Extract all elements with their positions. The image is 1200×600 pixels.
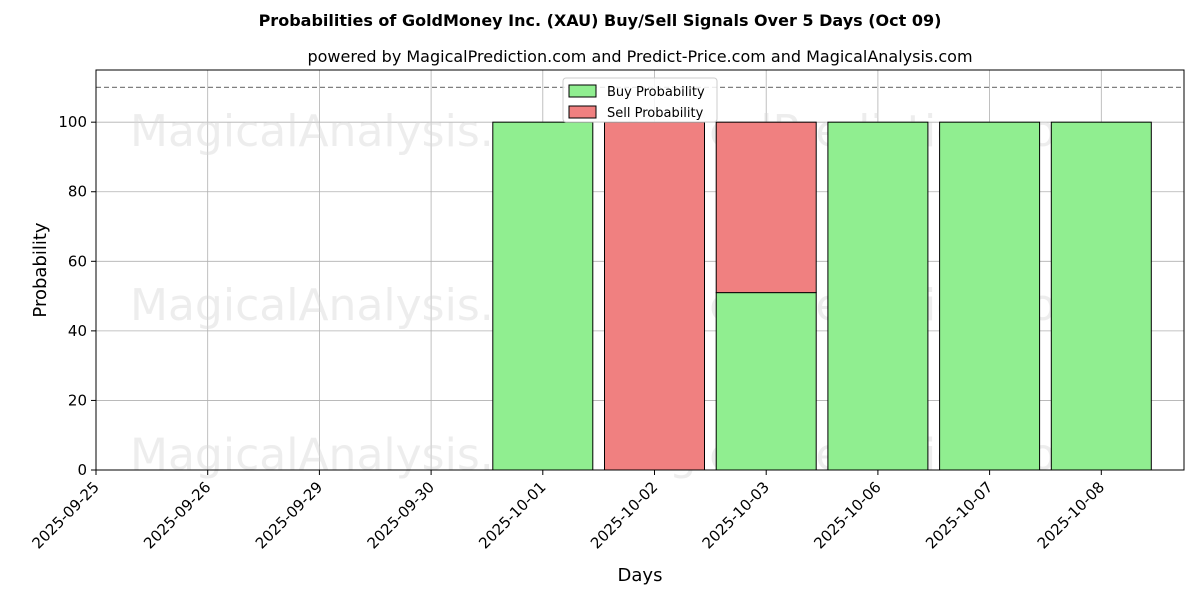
bar-buy-2025-10-06 (827, 121, 929, 471)
y-axis-label: Probability (30, 222, 51, 317)
y-tick-label: 40 (68, 322, 87, 340)
y-tick-label: 60 (68, 252, 87, 270)
y-tick-label: 80 (68, 183, 87, 201)
x-tick-label: 2025-10-03 (699, 478, 773, 552)
bars (492, 121, 1152, 471)
x-tick-label: 2025-09-30 (364, 478, 438, 552)
legend-box (562, 77, 718, 123)
bar-buy-2025-10-07 (939, 121, 1041, 471)
x-tick-label: 2025-10-02 (587, 478, 661, 552)
bar-buy-2025-10-01 (492, 121, 594, 471)
chart-subtitle: powered by MagicalPrediction.com and Pre… (307, 47, 972, 66)
y-tick-label: 0 (77, 461, 87, 479)
x-tick-label: 2025-10-06 (810, 478, 884, 552)
x-axis-label: Days (618, 565, 663, 586)
x-tick-label: 2025-09-29 (252, 478, 326, 552)
legend-label: Buy Probability (607, 85, 705, 100)
plot-frame (95, 69, 1185, 471)
legend: Buy Probability Sell Probability (562, 77, 718, 123)
y-tick-label: 100 (58, 113, 87, 131)
y-tick-label: 20 (68, 391, 87, 409)
x-tick-label: 2025-10-08 (1034, 478, 1108, 552)
x-tick-label: 2025-10-07 (922, 478, 996, 552)
legend-label: Sell Probability (607, 106, 704, 121)
x-tick-label: 2025-09-26 (140, 478, 214, 552)
legend-swatch (568, 105, 597, 119)
x-tick-label: 2025-09-25 (28, 478, 102, 552)
x-tick-label: 2025-10-01 (475, 478, 549, 552)
bar-buy-2025-10-03 (715, 292, 817, 471)
chart-title: Probabilities of GoldMoney Inc. (XAU) Bu… (259, 11, 942, 30)
legend-swatch (568, 84, 597, 98)
bar-buy-2025-10-08 (1050, 121, 1152, 471)
bar-sell-2025-10-02 (604, 121, 705, 471)
bar-sell-2025-10-03 (715, 121, 817, 294)
